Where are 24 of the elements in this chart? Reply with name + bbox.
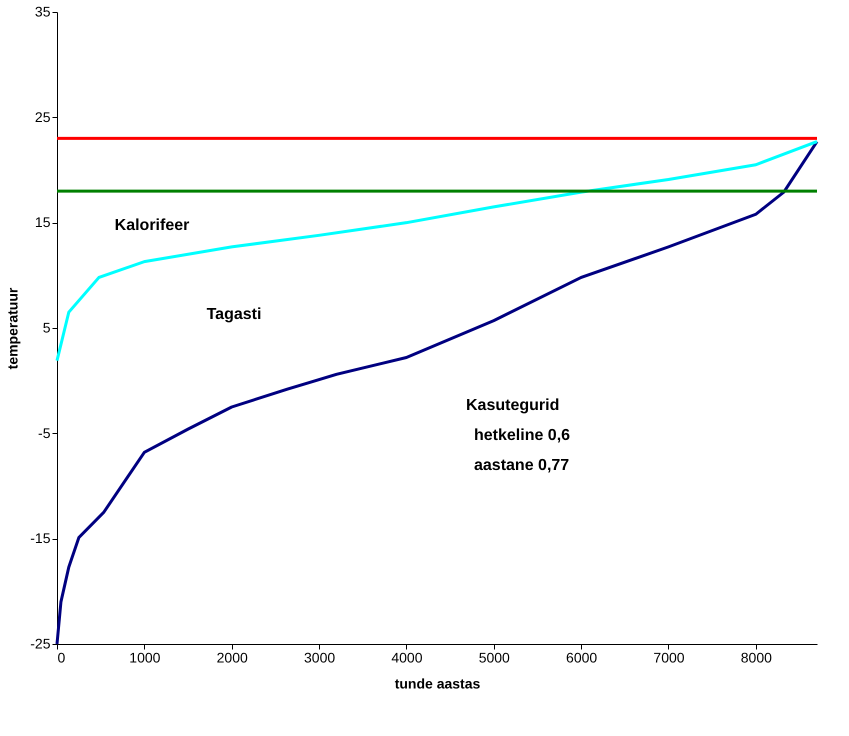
annotation: Kasutegurid (466, 397, 560, 414)
y-tick-label: 5 (42, 320, 51, 336)
y-tick-label: -25 (30, 636, 51, 652)
x-tick-label: 7000 (653, 650, 685, 666)
y-tick-label: 25 (34, 108, 51, 125)
x-tick-label: 8000 (740, 650, 772, 666)
x-tick-label: 1000 (129, 650, 161, 666)
x-tick-label: 4000 (391, 650, 423, 666)
annotation: hetkeline 0,6 (474, 427, 570, 444)
annotation: Tagasti (206, 306, 262, 323)
y-axis-title: temperatuur (4, 287, 20, 370)
y-tick-label: -15 (30, 530, 51, 546)
annotation: Kalorifeer (114, 217, 190, 234)
x-tick-label: 6000 (566, 650, 598, 666)
x-tick-label: 5000 (478, 650, 510, 666)
x-tick-label: 0 (58, 650, 66, 666)
x-tick-label: 2000 (216, 650, 248, 666)
x-tick-label: 3000 (304, 650, 336, 666)
y-tick-label: 35 (34, 4, 51, 20)
annotation: aastane 0,77 (474, 457, 570, 474)
y-tick-label: 15 (34, 214, 51, 230)
y-tick-label: -5 (38, 424, 51, 441)
line-series (56, 140, 818, 362)
x-axis-title: tunde aastas (394, 676, 481, 692)
